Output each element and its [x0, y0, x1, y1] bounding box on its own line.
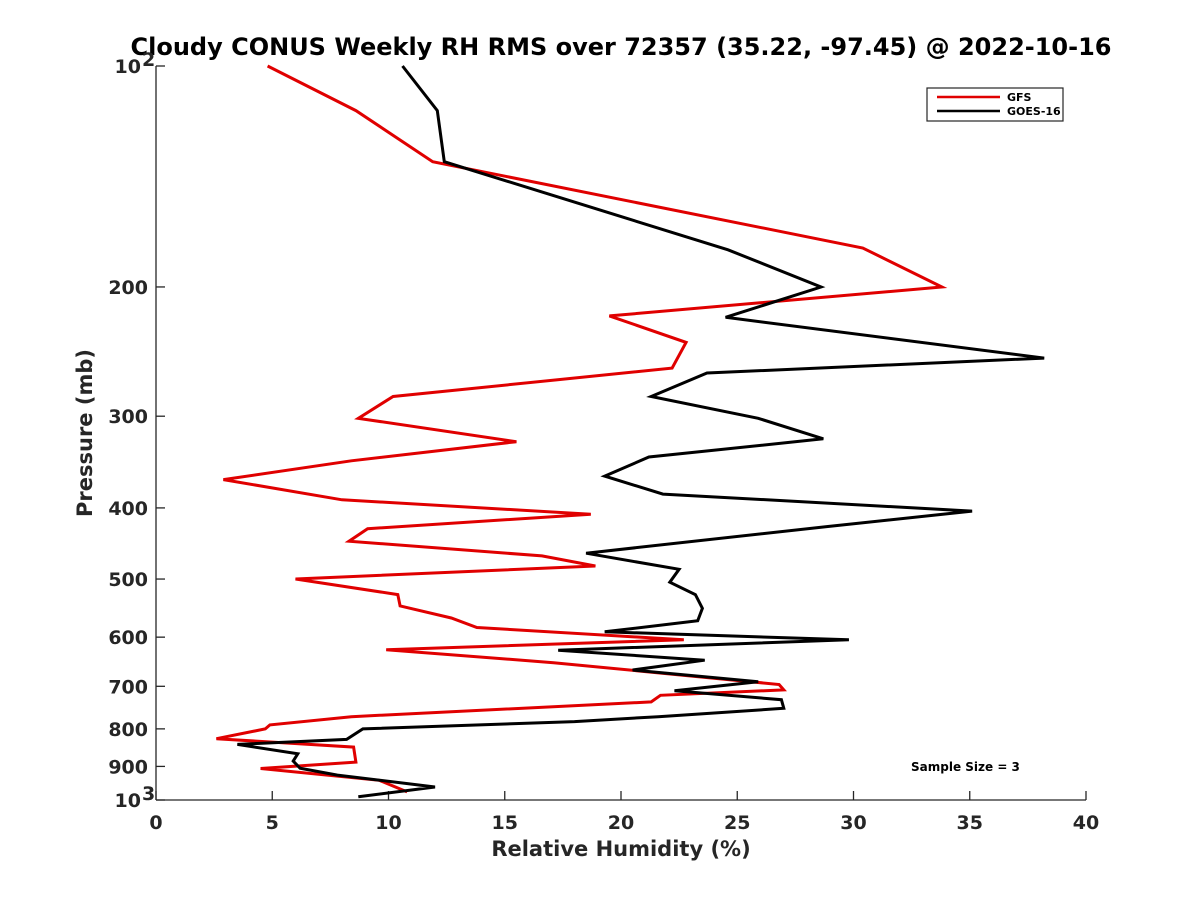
x-tick-label: 20: [608, 812, 634, 834]
y-tick-label: 400: [108, 498, 148, 520]
x-tick-label: 30: [840, 812, 866, 834]
chart-title: Cloudy CONUS Weekly RH RMS over 72357 (3…: [131, 33, 1112, 61]
x-axis-label: Relative Humidity (%): [491, 837, 750, 861]
y-tick-label: 900: [108, 756, 148, 778]
y-tick-exponent: 2: [142, 49, 155, 71]
x-tick-label: 25: [724, 812, 750, 834]
y-axis-label: Pressure (mb): [73, 349, 97, 517]
y-tick-label: 10: [115, 790, 141, 812]
x-tick-label: 0: [149, 812, 162, 834]
legend-label-gfs: GFS: [1007, 91, 1032, 104]
sample-size-annotation: Sample Size = 3: [911, 760, 1020, 774]
legend-box: [926, 87, 1064, 122]
y-tick-label: 300: [108, 406, 148, 428]
x-tick-label: 15: [492, 812, 518, 834]
y-tick-label: 800: [108, 719, 148, 741]
series-layer: [216, 64, 1045, 799]
x-tick-label: 5: [266, 812, 279, 834]
x-tick-label: 10: [375, 812, 401, 834]
x-tick-label: 35: [957, 812, 983, 834]
x-tick-label: 40: [1073, 812, 1099, 834]
series-line-goes-16: [237, 65, 1045, 799]
y-tick-label: 600: [108, 627, 148, 649]
y-tick-label: 500: [108, 569, 148, 591]
legend-label-goes-16: GOES-16: [1007, 105, 1061, 118]
y-tick-exponent: 3: [142, 783, 155, 805]
y-tick-label: 10: [115, 56, 141, 78]
y-tick-label: 700: [108, 676, 148, 698]
y-tick-label: 200: [108, 277, 148, 299]
series-line-gfs: [216, 64, 948, 794]
